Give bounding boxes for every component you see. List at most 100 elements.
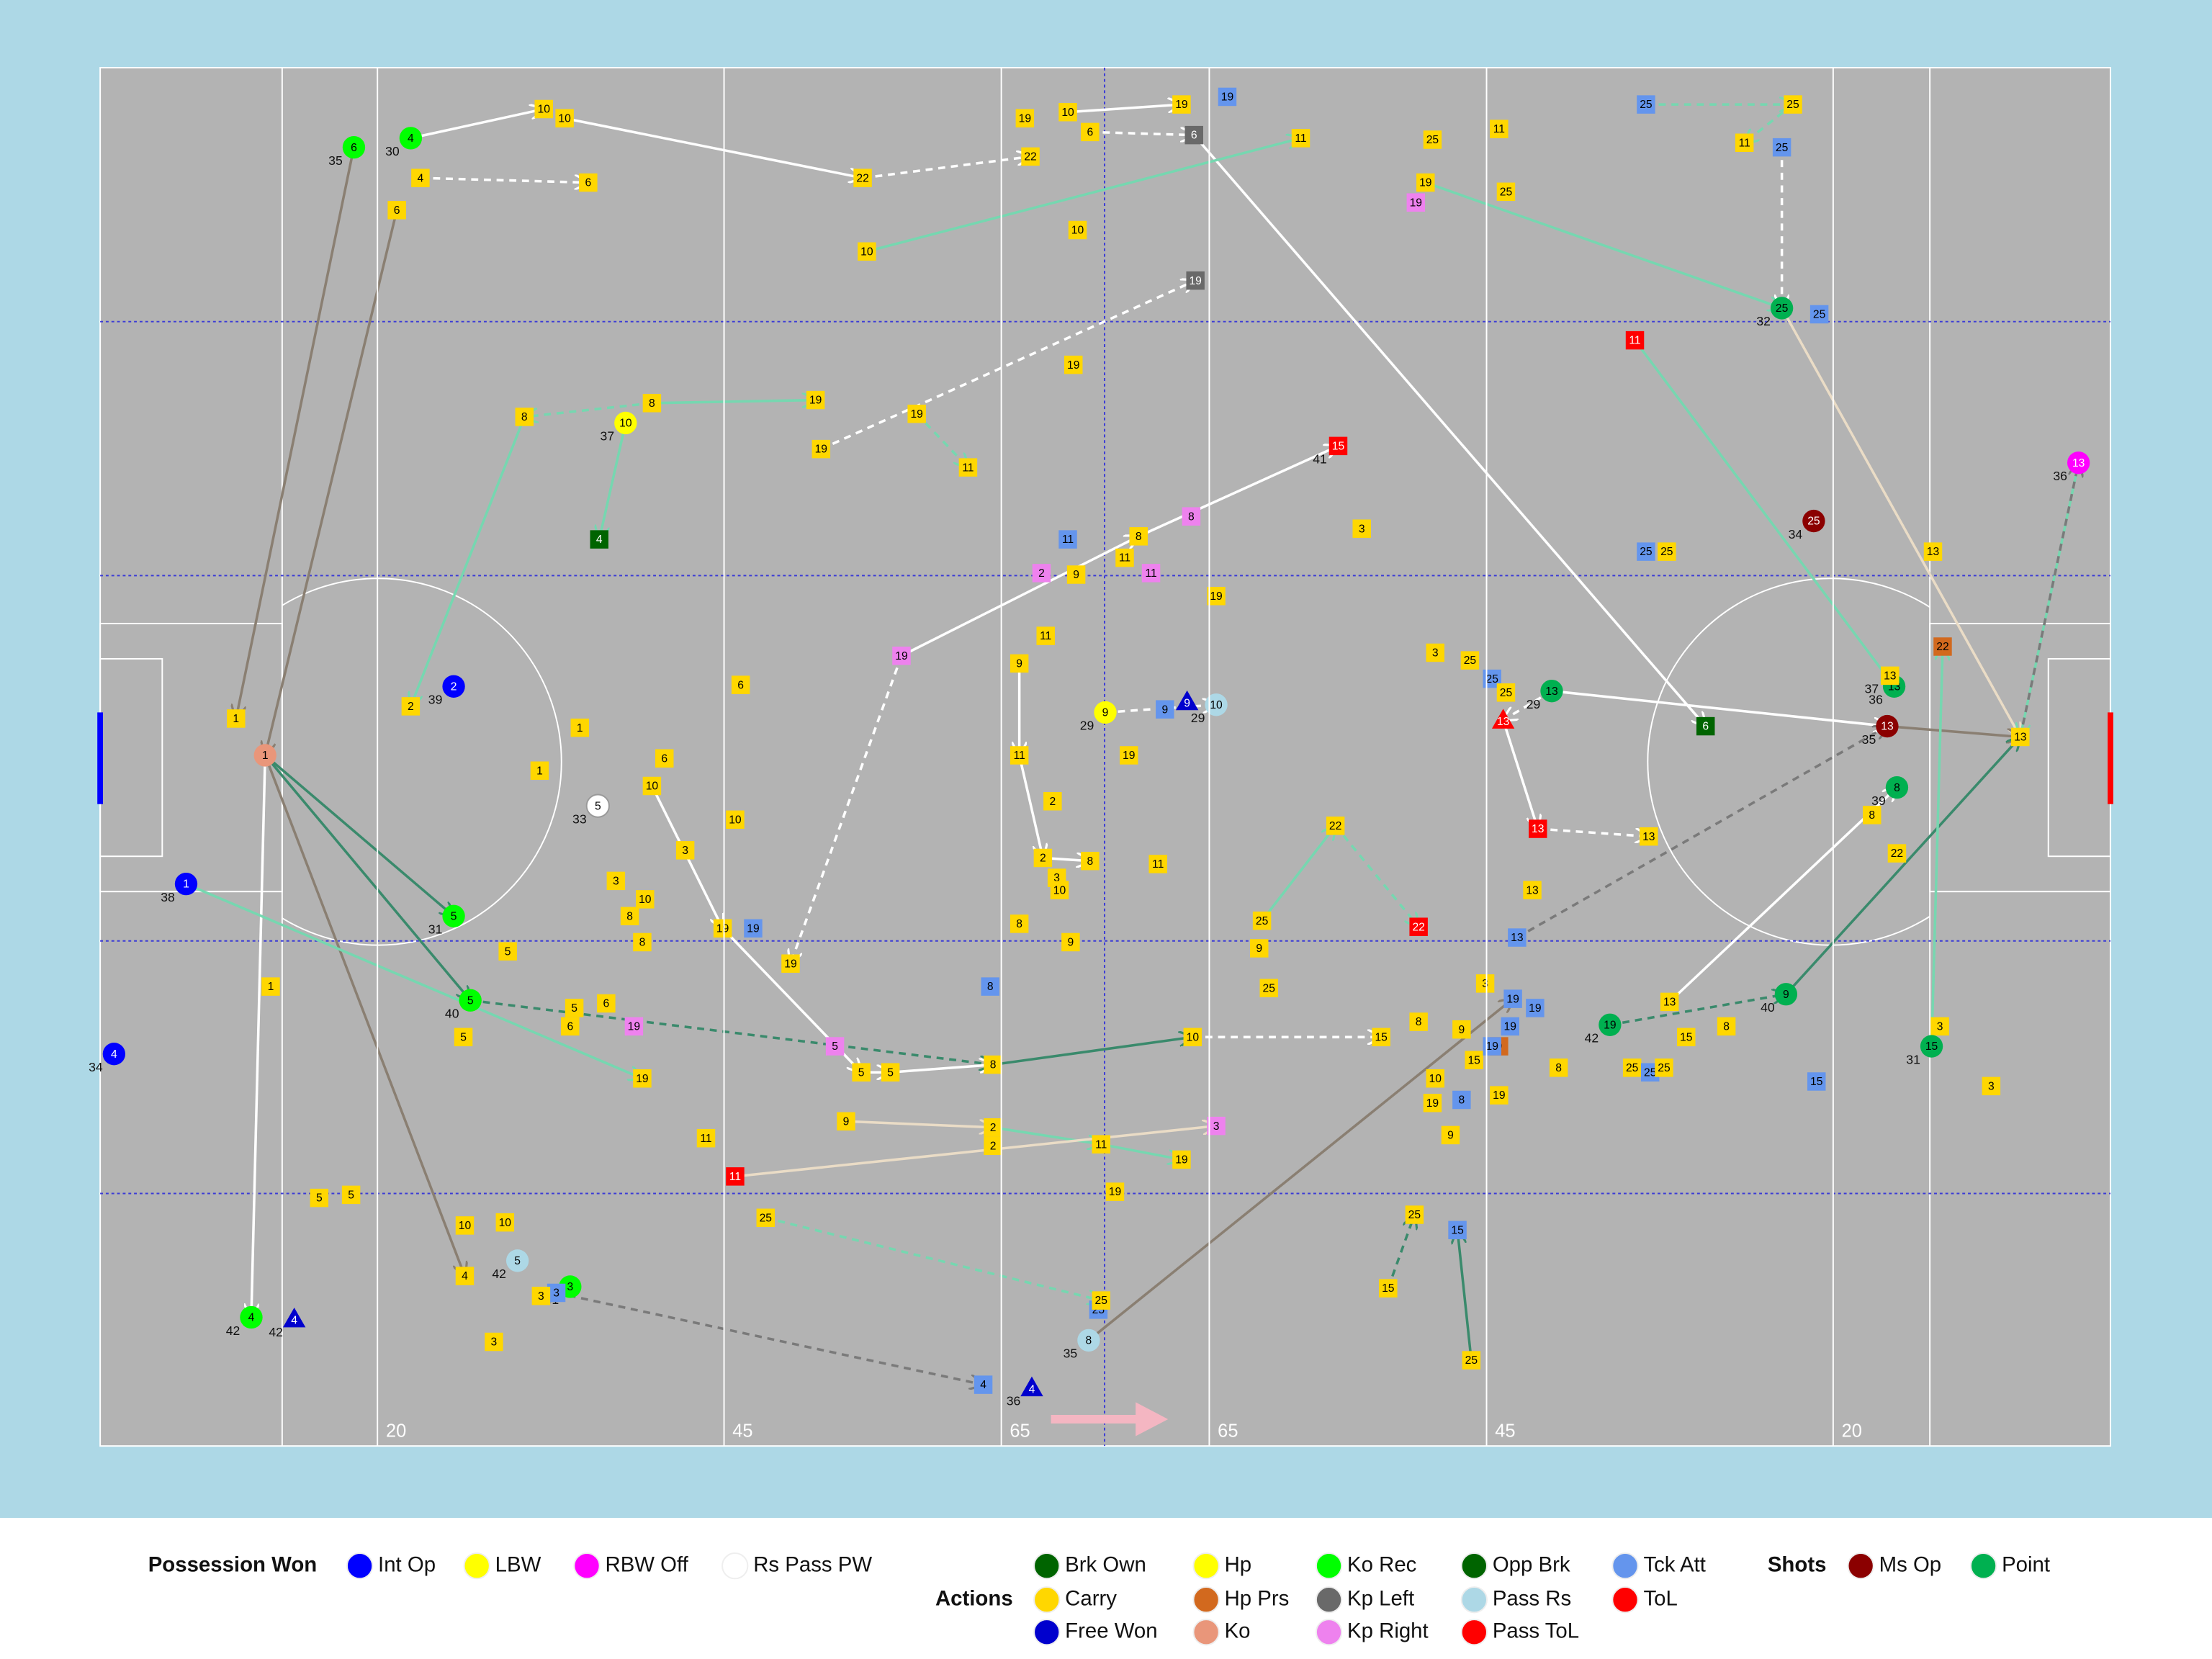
event-label: 3 xyxy=(1988,1080,1995,1092)
event-marker xyxy=(1259,979,1278,997)
event-marker xyxy=(1475,974,1495,993)
event-marker xyxy=(1175,690,1199,711)
event-label: 6 xyxy=(1702,721,1709,733)
legend-swatch xyxy=(1315,1619,1343,1646)
event-marker xyxy=(454,1028,473,1047)
link xyxy=(845,1121,993,1128)
event-label: 8 xyxy=(990,1059,997,1071)
link xyxy=(1537,827,1649,837)
link xyxy=(1087,999,1513,1341)
event-marker xyxy=(1033,848,1053,868)
link xyxy=(791,655,903,963)
link xyxy=(1017,755,1043,858)
event-label: 19 xyxy=(1189,275,1201,287)
legend-swatch xyxy=(1315,1586,1343,1614)
event-marker xyxy=(1372,1028,1390,1047)
legend-label: Hp Prs xyxy=(1225,1586,1290,1610)
event-note: 32 xyxy=(1756,314,1771,328)
event-marker xyxy=(1352,519,1371,538)
event-marker xyxy=(881,1063,900,1082)
event-marker xyxy=(696,1128,716,1148)
event-label: 5 xyxy=(451,910,457,922)
event-label: 15 xyxy=(1810,1076,1823,1088)
event-marker xyxy=(852,1063,871,1082)
event-label: 3 xyxy=(1359,523,1365,535)
event-label: 4 xyxy=(111,1048,117,1061)
event-marker xyxy=(1120,746,1138,765)
event-label: 10 xyxy=(639,894,652,906)
link xyxy=(185,883,642,1079)
event-marker xyxy=(261,977,280,996)
event-marker xyxy=(2011,727,2030,747)
event-label: 11 xyxy=(1014,750,1025,762)
event-label: 8 xyxy=(1555,1062,1562,1074)
legend-label: Int Op xyxy=(378,1552,436,1576)
event-label: 25 xyxy=(1464,655,1477,667)
event-label: 9 xyxy=(1016,657,1022,670)
event-marker xyxy=(1010,654,1029,673)
event-label: 19 xyxy=(1175,1154,1187,1166)
x-tick-label: 20 xyxy=(1842,1421,1862,1441)
event-marker xyxy=(1807,1072,1826,1091)
event-note: 37 xyxy=(1865,682,1879,696)
event-marker xyxy=(1452,1020,1471,1039)
event-marker xyxy=(1923,542,1943,561)
event-note: 42 xyxy=(492,1267,506,1281)
event-label: 10 xyxy=(459,1220,472,1232)
legend-swatch xyxy=(1460,1552,1488,1580)
event-label: 15 xyxy=(1451,1224,1464,1236)
event-note: 42 xyxy=(1585,1031,1599,1046)
event-marker xyxy=(1043,792,1062,811)
link xyxy=(264,754,454,916)
event-label: 5 xyxy=(460,1031,467,1043)
legend-label: Rs Pass PW xyxy=(753,1552,872,1576)
link xyxy=(1501,719,1538,829)
event-marker xyxy=(620,907,639,926)
event-label: 19 xyxy=(1175,99,1187,111)
legend-label: Hp xyxy=(1225,1552,1252,1576)
event-label: 1 xyxy=(233,713,239,725)
event-marker xyxy=(1405,1205,1424,1224)
event-marker xyxy=(282,1307,306,1328)
event-label: 13 xyxy=(1526,884,1539,896)
event-label: 19 xyxy=(1221,91,1233,104)
event-marker xyxy=(1250,939,1269,958)
link xyxy=(1067,104,1182,114)
event-label: 19 xyxy=(1109,1186,1121,1198)
event-label: 8 xyxy=(987,981,994,993)
event-label: 8 xyxy=(1894,782,1900,794)
event-label: 22 xyxy=(1329,820,1341,832)
event-marker xyxy=(1772,138,1791,157)
event-label: 22 xyxy=(856,172,868,184)
event-marker xyxy=(974,1375,993,1394)
event-label: 19 xyxy=(1067,359,1079,372)
event-marker xyxy=(958,458,978,477)
x-tick-label: 65 xyxy=(1218,1421,1238,1441)
link xyxy=(1785,737,2020,995)
link xyxy=(992,1126,1101,1144)
event-label: 25 xyxy=(1095,1295,1108,1307)
event-marker xyxy=(1660,992,1679,1012)
event-marker xyxy=(227,709,246,728)
event-marker xyxy=(614,411,637,435)
event-label: 19 xyxy=(910,408,922,421)
legend-label: Ms Op xyxy=(1879,1552,1942,1576)
x-tick-label: 45 xyxy=(732,1421,752,1441)
event-label: 6 xyxy=(394,204,400,217)
event-marker xyxy=(1920,1035,1943,1058)
event-marker xyxy=(806,390,825,410)
event-marker xyxy=(1784,95,1802,114)
event-label: 10 xyxy=(1210,699,1223,711)
legend-title: Possession Won xyxy=(148,1552,318,1576)
event-marker xyxy=(411,168,430,187)
event-marker xyxy=(1933,637,1952,656)
event-marker xyxy=(597,994,616,1013)
event-label: 4 xyxy=(462,1270,468,1282)
event-marker xyxy=(1462,1351,1481,1370)
event-marker xyxy=(1036,626,1055,645)
legend-label: Pass Rs xyxy=(1493,1586,1571,1610)
event-marker xyxy=(1503,989,1522,1008)
link xyxy=(599,423,627,539)
event-label: 8 xyxy=(1086,1335,1092,1347)
legend-swatch xyxy=(1033,1619,1061,1646)
